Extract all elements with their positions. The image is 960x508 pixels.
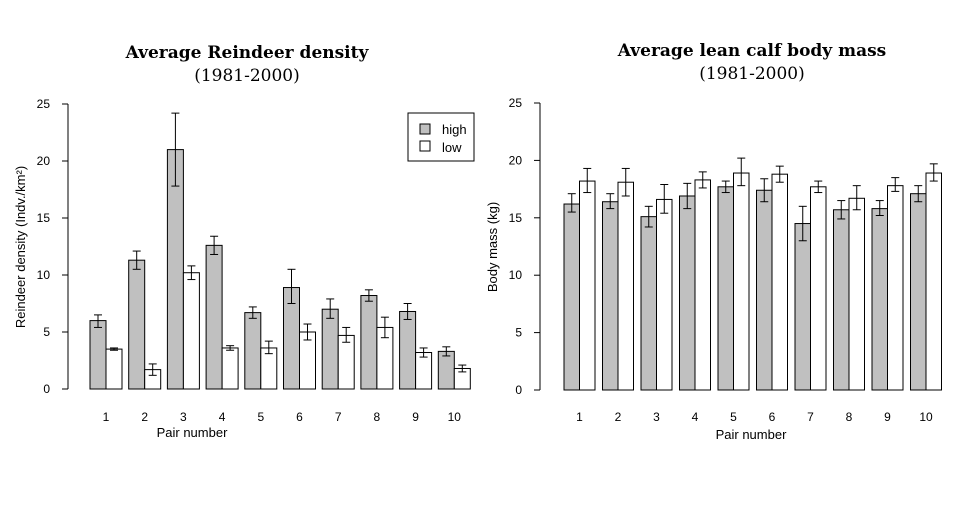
density-bar-low [221, 347, 239, 390]
density-bar-high [244, 312, 262, 390]
legend-label-high: high [442, 122, 467, 137]
body-mass-bar-low [887, 185, 904, 391]
legend-swatch-low [419, 140, 431, 152]
body-mass-bar-low [617, 181, 634, 391]
density-x-tick-label: 6 [296, 410, 303, 424]
body-mass-y-tick-label: 10 [509, 268, 523, 282]
density-x-tick-label: 8 [374, 410, 381, 424]
density-bar-high [437, 350, 455, 390]
body-mass-bar-low [694, 179, 711, 391]
density-bar-low [299, 331, 316, 390]
density-x-tick-label: 9 [412, 410, 419, 424]
density-bar-high [360, 295, 378, 390]
legend-label-low: low [442, 140, 462, 155]
density-y-tick-label: 25 [37, 97, 51, 111]
density-bar-low [105, 348, 123, 390]
body-mass-bar-high [833, 209, 850, 391]
density-bar-high [205, 244, 223, 390]
body-mass-bar-high [794, 223, 811, 391]
body-mass-y-tick-label: 20 [509, 153, 523, 167]
density-bar-high [399, 310, 417, 390]
body-mass-bar-low [848, 197, 865, 391]
body-mass-x-tick-label: 4 [692, 410, 699, 424]
body-mass-y-tick-label: 5 [515, 326, 522, 340]
body-mass-chart: Average lean calf body mass (1981-2000) … [485, 41, 942, 442]
density-bar-low [415, 352, 433, 390]
density-x-tick-label: 2 [141, 410, 148, 424]
body-mass-bar-low [771, 173, 788, 391]
body-mass-bar-high [563, 203, 580, 391]
density-x-tick-label: 3 [180, 410, 187, 424]
density-chart-title: Average Reindeer density [125, 43, 370, 63]
body-mass-y-axis-label: Body mass (kg) [485, 202, 500, 292]
body-mass-bar-high [640, 216, 657, 391]
body-mass-bar-high [679, 195, 696, 391]
body-mass-y-tick-label: 0 [515, 383, 522, 397]
body-mass-bar-high [871, 208, 888, 391]
density-bar-low [337, 334, 355, 390]
body-mass-bar-low [810, 186, 827, 391]
body-mass-x-tick-label: 7 [807, 410, 814, 424]
density-x-tick-label: 1 [103, 410, 110, 424]
body-mass-x-tick-label: 2 [615, 410, 622, 424]
density-bar-high [89, 320, 107, 390]
legend-swatch-high [419, 123, 431, 135]
body-mass-bar-high [756, 189, 773, 391]
density-y-tick-label: 15 [37, 211, 51, 225]
body-mass-chart-subtitle: (1981-2000) [699, 64, 805, 84]
body-mass-x-tick-label: 3 [653, 410, 660, 424]
body-mass-x-tick-label: 9 [884, 410, 891, 424]
density-y-tick-label: 5 [43, 325, 50, 339]
body-mass-bar-high [717, 186, 734, 391]
density-x-axis-label: Pair number [157, 425, 228, 440]
body-mass-bar-low [579, 180, 596, 391]
body-mass-y-tick-label: 15 [509, 211, 523, 225]
body-mass-bar-low [656, 198, 673, 391]
density-y-tick-label: 20 [37, 154, 51, 168]
body-mass-bar-low [733, 172, 750, 391]
body-mass-y-tick-label: 25 [509, 96, 523, 110]
density-chart: Average Reindeer density (1981-2000) Pai… [13, 43, 475, 440]
body-mass-chart-title: Average lean calf body mass [617, 41, 886, 61]
body-mass-x-tick-label: 5 [730, 410, 737, 424]
density-chart-subtitle: (1981-2000) [194, 66, 300, 86]
body-mass-bar-high [910, 193, 927, 391]
density-y-axis-label: Reindeer density (Indv./km²) [13, 166, 28, 328]
density-bar-high [128, 259, 146, 390]
density-y-tick-label: 0 [43, 382, 50, 396]
density-x-tick-label: 7 [335, 410, 342, 424]
body-mass-x-tick-label: 8 [846, 410, 853, 424]
density-x-tick-label: 5 [257, 410, 264, 424]
body-mass-x-tick-label: 1 [576, 410, 583, 424]
density-x-tick-label: 4 [219, 410, 226, 424]
density-bar-low [182, 272, 200, 390]
density-x-tick-label: 10 [448, 410, 462, 424]
body-mass-bar-high [602, 201, 619, 391]
body-mass-x-tick-label: 6 [769, 410, 776, 424]
legend-box [407, 112, 475, 162]
density-y-tick-label: 10 [37, 268, 51, 282]
body-mass-x-axis-label: Pair number [716, 427, 787, 442]
density-legend: high low [407, 112, 475, 162]
density-bar-high [321, 308, 339, 390]
body-mass-bar-low [925, 172, 942, 391]
body-mass-x-tick-label: 10 [919, 410, 933, 424]
